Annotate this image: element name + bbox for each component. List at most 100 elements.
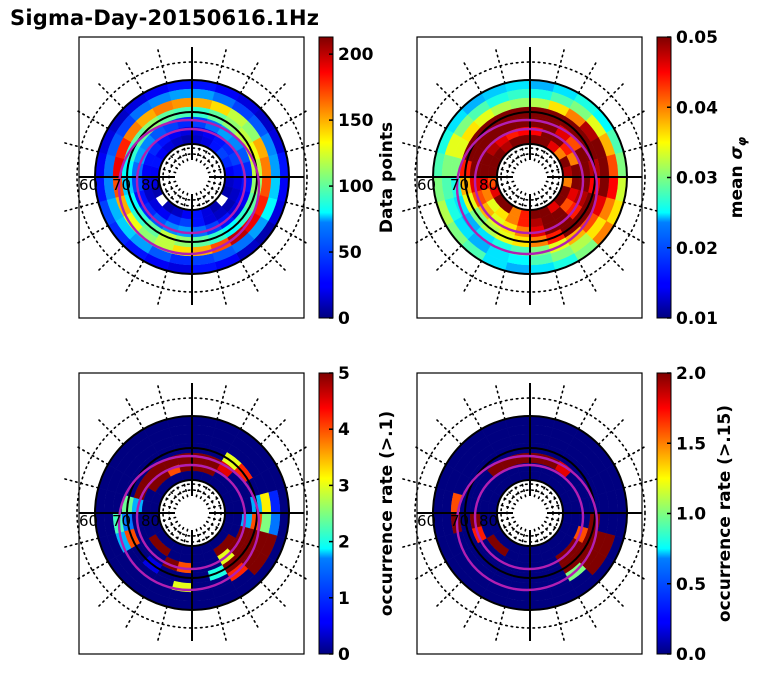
dotted-mlt-spoke bbox=[275, 446, 308, 466]
colorbar-tick-label: 0.05 bbox=[676, 28, 718, 48]
colorbar-tick-label: 150 bbox=[338, 111, 374, 131]
dotted-mlt-spoke bbox=[495, 605, 506, 642]
colorbar-tick-label: 4 bbox=[338, 420, 350, 440]
dotted-mlt-spoke bbox=[125, 596, 145, 629]
dotted-mlt-spoke bbox=[216, 269, 227, 306]
dotted-mlt-spoke bbox=[495, 48, 506, 85]
colorbar-label-part: σ bbox=[727, 145, 747, 159]
dotted-mlt-spoke bbox=[97, 580, 125, 608]
dotted-mlt-spoke bbox=[63, 478, 100, 489]
dotted-mlt-spoke bbox=[435, 580, 463, 608]
dotted-mlt-spoke bbox=[435, 82, 463, 110]
dotted-mlt-spoke bbox=[97, 244, 125, 272]
dotted-mlt-spoke bbox=[622, 478, 659, 489]
dotted-mlt-spoke bbox=[284, 478, 321, 489]
dotted-mlt-spoke bbox=[613, 446, 646, 466]
dotted-mlt-spoke bbox=[613, 110, 646, 130]
dotted-mlt-spoke bbox=[239, 260, 259, 293]
dotted-mlt-spoke bbox=[239, 596, 259, 629]
dotted-mlt-spoke bbox=[401, 478, 438, 489]
dotted-mlt-spoke bbox=[63, 142, 100, 153]
colorbar-tick-label: 0.02 bbox=[676, 239, 718, 259]
dotted-mlt-spoke bbox=[284, 201, 321, 212]
auroral-oval-inner bbox=[473, 463, 585, 571]
dotted-mlt-spoke bbox=[554, 269, 565, 306]
colorbar-label: Data points bbox=[377, 122, 397, 233]
polar-panel-1: 60 70 80 0 50 100 150 200 Data points bbox=[63, 36, 397, 329]
pole-hole bbox=[175, 160, 209, 194]
dotted-mlt-spoke bbox=[577, 397, 597, 430]
latitude-label: 80 bbox=[141, 512, 160, 530]
polar-panel-2: 60 70 80 0.01 0.02 0.03 0.04 0.05 mean σφ bbox=[401, 28, 749, 329]
dotted-mlt-spoke bbox=[622, 142, 659, 153]
auroral-oval-outer bbox=[455, 454, 599, 592]
dotted-mlt-spoke bbox=[597, 580, 625, 608]
colorbar-tick-label: 50 bbox=[338, 243, 362, 263]
dotted-mlt-spoke bbox=[275, 224, 308, 244]
colorbar-tick-label: 2.0 bbox=[676, 364, 706, 384]
dotted-mlt-spoke bbox=[216, 48, 227, 85]
auroral-oval-inner bbox=[135, 127, 247, 235]
dotted-mlt-spoke bbox=[495, 384, 506, 421]
latitude-label: 70 bbox=[112, 176, 131, 194]
dotted-mlt-spoke bbox=[275, 560, 308, 580]
pole-hole bbox=[513, 496, 547, 530]
colorbar-tick-label: 0 bbox=[338, 645, 350, 665]
dotted-mlt-spoke bbox=[259, 244, 287, 272]
dotted-mlt-spoke bbox=[463, 397, 483, 430]
auroral-oval-outer bbox=[117, 118, 261, 256]
dotted-mlt-spoke bbox=[97, 418, 125, 446]
dotted-mlt-spoke bbox=[76, 224, 109, 244]
dotted-mlt-spoke bbox=[495, 269, 506, 306]
dotted-mlt-spoke bbox=[577, 260, 597, 293]
colorbar-tick-label: 3 bbox=[338, 476, 350, 496]
dotted-latitude-circle bbox=[76, 61, 308, 293]
dotted-mlt-spoke bbox=[597, 82, 625, 110]
colorbar-tick-label: 5 bbox=[338, 364, 350, 384]
colorbar-tick-label: 1.5 bbox=[676, 434, 706, 454]
dotted-mlt-spoke bbox=[76, 446, 109, 466]
dotted-mlt-spoke bbox=[259, 580, 287, 608]
dotted-mlt-spoke bbox=[216, 384, 227, 421]
dotted-mlt-spoke bbox=[125, 397, 145, 430]
dotted-mlt-spoke bbox=[275, 110, 308, 130]
dotted-latitude-circle bbox=[76, 397, 308, 629]
colorbar-label-part: φ bbox=[735, 136, 749, 146]
dotted-mlt-spoke bbox=[622, 201, 659, 212]
colorbar-tick-label: 1 bbox=[338, 589, 350, 609]
dotted-mlt-spoke bbox=[76, 560, 109, 580]
dotted-mlt-spoke bbox=[613, 560, 646, 580]
latitude-label: 60 bbox=[79, 512, 98, 530]
colorbar-tick-label: 2 bbox=[338, 533, 350, 553]
pole-hole bbox=[513, 160, 547, 194]
dotted-mlt-spoke bbox=[157, 269, 168, 306]
dotted-mlt-spoke bbox=[157, 384, 168, 421]
auroral-oval-inner bbox=[473, 127, 585, 235]
latitude-label: 70 bbox=[450, 176, 469, 194]
dotted-mlt-spoke bbox=[259, 82, 287, 110]
dotted-mlt-spoke bbox=[157, 48, 168, 85]
dotted-mlt-spoke bbox=[401, 142, 438, 153]
latitude-label: 70 bbox=[450, 512, 469, 530]
dotted-mlt-spoke bbox=[622, 537, 659, 548]
dotted-mlt-spoke bbox=[97, 82, 125, 110]
dotted-mlt-spoke bbox=[554, 48, 565, 85]
latitude-label: 60 bbox=[79, 176, 98, 194]
dotted-mlt-spoke bbox=[284, 537, 321, 548]
dotted-mlt-spoke bbox=[613, 224, 646, 244]
dotted-latitude-circle bbox=[414, 397, 646, 629]
dotted-mlt-spoke bbox=[414, 446, 447, 466]
colorbar-label: occurrence rate (>.15) bbox=[715, 405, 735, 622]
pole-hole bbox=[175, 496, 209, 530]
latitude-label: 60 bbox=[417, 176, 436, 194]
dotted-mlt-spoke bbox=[597, 418, 625, 446]
colorbar bbox=[318, 36, 334, 319]
dotted-mlt-spoke bbox=[401, 537, 438, 548]
polar-panel-4: 60 70 80 0.0 0.5 1.0 1.5 2.0 occurrence rate (>.… bbox=[401, 364, 735, 665]
latitude-label: 60 bbox=[417, 512, 436, 530]
colorbar-tick-label: 0.5 bbox=[676, 575, 706, 595]
colorbar-tick-label: 0.04 bbox=[676, 98, 718, 118]
dotted-mlt-spoke bbox=[239, 397, 259, 430]
colorbar-tick-label: 0.01 bbox=[676, 309, 718, 329]
dotted-mlt-spoke bbox=[125, 260, 145, 293]
